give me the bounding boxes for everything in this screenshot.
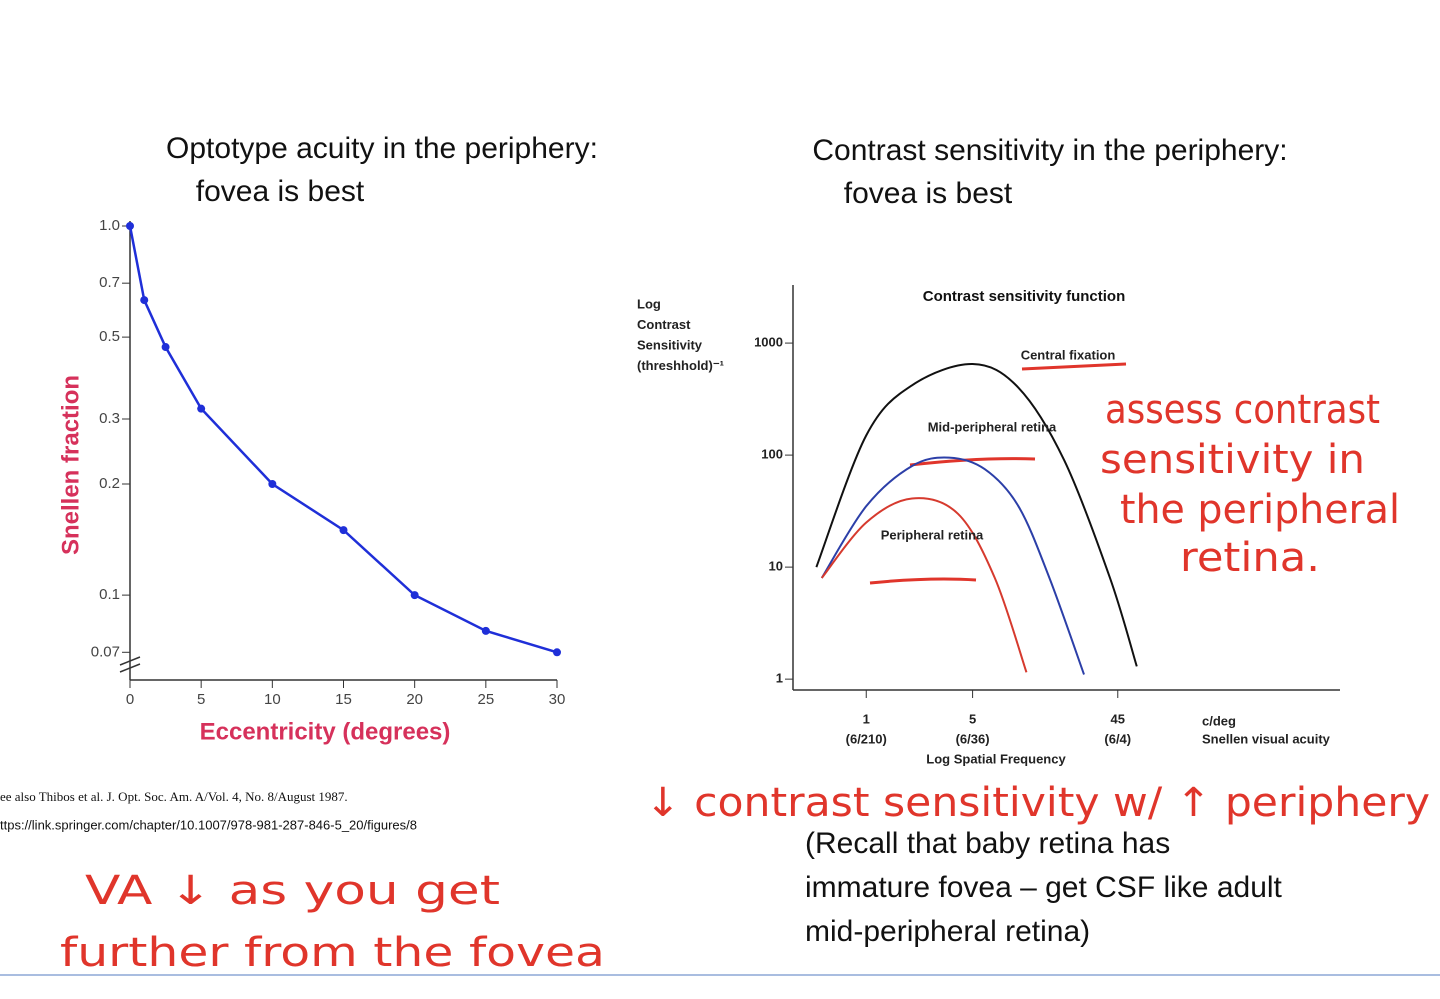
note: immature fovea – get CSF like adult xyxy=(805,871,1283,904)
heading: Optotype acuity in the periphery: xyxy=(166,132,598,165)
x-tick-sublabel: (6/4) xyxy=(1104,731,1131,746)
series-line xyxy=(820,497,1028,673)
x-tick-label: 0 xyxy=(126,691,134,708)
y-axis-label: Snellen fraction xyxy=(57,375,84,555)
series-label: Central fixation xyxy=(1021,347,1116,362)
x-unit: c/deg xyxy=(1202,713,1236,728)
data-point xyxy=(161,343,170,352)
x-tick-label: 15 xyxy=(335,691,352,708)
x-tick-sublabel: (6/36) xyxy=(956,731,990,746)
series-line xyxy=(815,363,1138,667)
x-tick-label: 20 xyxy=(406,691,423,708)
series-line xyxy=(820,456,1085,675)
series-label: Peripheral retina xyxy=(881,527,984,542)
y-tick-label: 1.0 xyxy=(99,217,120,234)
y-tick-label: 0.5 xyxy=(99,328,120,345)
underline xyxy=(1021,362,1127,371)
data-point xyxy=(126,222,134,230)
y-axis-label: Sensitivity xyxy=(637,337,703,352)
citation: ee also Thibos et al. J. Opt. Soc. Am. A… xyxy=(0,789,348,804)
data-point xyxy=(339,526,348,535)
note: mid-peripheral retina) xyxy=(805,915,1090,948)
citation: ttps://link.springer.com/chapter/10.1007… xyxy=(0,817,417,832)
y-axis-label: (threshhold)⁻¹ xyxy=(637,358,724,373)
heading: Contrast sensitivity in the periphery: xyxy=(812,134,1287,167)
y-axis-label: Log xyxy=(637,296,661,311)
data-point xyxy=(553,648,561,657)
handwriting: further from the fovea xyxy=(60,930,605,976)
x-tick-label: 5 xyxy=(969,711,976,726)
y-tick-label: 0.3 xyxy=(99,410,120,427)
chart-title: Contrast sensitivity function xyxy=(923,288,1126,305)
y-tick-label: 1 xyxy=(776,671,783,686)
x-tick-label: 30 xyxy=(549,691,566,708)
x-tick-label: 10 xyxy=(264,691,281,708)
handwriting: retina. xyxy=(1180,535,1320,581)
y-tick-label: 0.1 xyxy=(99,586,120,603)
handwriting: VA ↓ as you get xyxy=(85,868,500,914)
data-point xyxy=(197,404,206,413)
handwriting: the peripheral xyxy=(1120,487,1400,533)
underline xyxy=(869,577,977,585)
x-axis-label: Eccentricity (degrees) xyxy=(200,718,451,745)
x-unit-sub: Snellen visual acuity xyxy=(1202,731,1331,746)
x-tick-sublabel: (6/210) xyxy=(846,731,887,746)
y-tick-label: 0.7 xyxy=(99,274,120,291)
underline xyxy=(909,457,1036,467)
x-tick-label: 45 xyxy=(1111,711,1125,726)
y-tick-label: 0.2 xyxy=(99,475,120,492)
heading: fovea is best xyxy=(196,175,365,208)
y-axis-label: Contrast xyxy=(637,317,691,332)
series-label: Mid-peripheral retina xyxy=(928,419,1057,434)
y-tick-label: 10 xyxy=(769,559,783,574)
heading: fovea is best xyxy=(844,177,1013,210)
y-tick-label: 1000 xyxy=(754,335,783,350)
y-tick-label: 100 xyxy=(761,447,783,462)
x-tick-label: 25 xyxy=(477,691,494,708)
x-tick-label: 1 xyxy=(863,711,870,726)
data-point xyxy=(268,479,277,488)
x-axis-label: Log Spatial Frequency xyxy=(926,751,1066,766)
handwriting: assess contrast xyxy=(1105,387,1380,433)
note: (Recall that baby retina has xyxy=(805,827,1170,860)
x-tick-label: 5 xyxy=(197,691,205,708)
data-point xyxy=(140,296,149,305)
series-line xyxy=(128,225,558,654)
handwriting: sensitivity in xyxy=(1100,437,1365,483)
handwriting: ↓ contrast sensitivity w/ ↑ periphery xyxy=(645,780,1430,826)
y-tick-label: 0.07 xyxy=(91,643,120,660)
data-point xyxy=(410,591,419,600)
data-point xyxy=(481,626,490,635)
